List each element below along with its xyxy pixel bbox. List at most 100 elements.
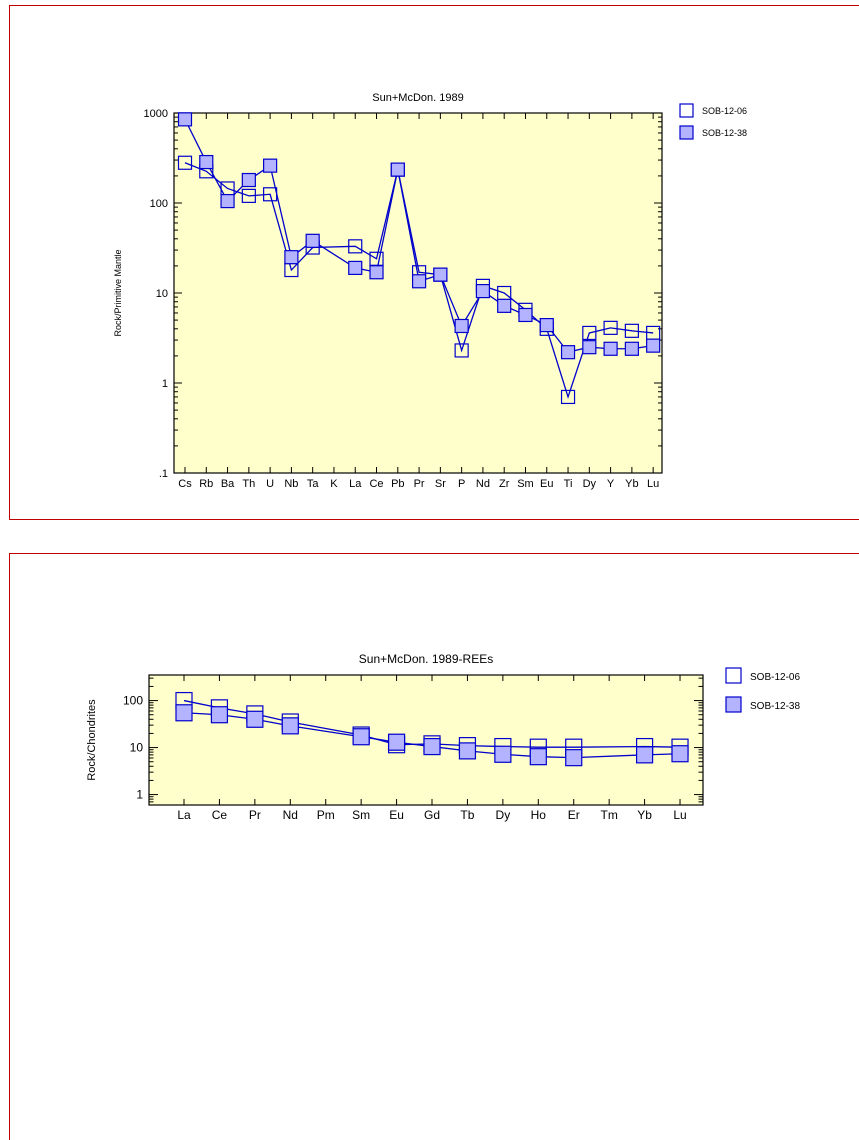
data-point-SOB-12-38-Eu — [539, 317, 554, 333]
x-tick-label: Rb — [199, 478, 213, 490]
y-tick-label: 100 — [123, 694, 143, 708]
x-tick-label: Pb — [391, 478, 404, 490]
data-point-SOB-12-38-Pb — [390, 162, 405, 177]
y-tick-label: 1 — [136, 788, 143, 802]
x-tick-label: P — [458, 478, 465, 490]
x-tick-label: Ti — [564, 478, 573, 490]
y-axis-label: Rock/Primitive Mantle — [113, 249, 123, 336]
data-point-SOB-12-38-Ti — [560, 345, 576, 360]
x-tick-label: Tm — [600, 808, 617, 822]
x-tick-label: Nb — [284, 478, 298, 490]
data-point-SOB-12-38-Ba — [220, 193, 235, 209]
series-line-SOB-12-38 — [184, 119, 654, 353]
data-point-SOB-12-06-Y — [603, 320, 618, 335]
x-tick-label: Nd — [476, 478, 490, 490]
data-point-SOB-12-38-Dy — [582, 340, 597, 355]
data-point-SOB-12-38-Er — [565, 749, 583, 767]
data-point-SOB-12-38-Nd — [281, 717, 299, 735]
data-point-SOB-12-38-La — [348, 260, 363, 276]
data-point-SOB-12-38-Ce — [210, 706, 229, 724]
data-point-SOB-12-38-Ho — [529, 748, 547, 766]
x-tick-label: Yb — [625, 478, 638, 490]
chart-panel-2 — [9, 553, 859, 1140]
data-point-SOB-12-06-Yb — [624, 323, 639, 338]
plot-area — [173, 112, 663, 474]
x-tick-label: Dy — [583, 478, 597, 490]
x-tick-label: Cs — [178, 478, 192, 490]
x-tick-label: Sm — [352, 808, 370, 822]
data-point-SOB-12-38-Gd — [423, 737, 441, 756]
x-tick-label: K — [330, 478, 338, 490]
x-tick-label: Pr — [249, 808, 261, 822]
legend-marker — [679, 125, 694, 140]
data-point-SOB-12-38-Eu — [387, 733, 406, 751]
data-point-SOB-12-38-Ce — [369, 265, 384, 280]
data-point-SOB-12-38-Cs — [177, 112, 193, 127]
x-tick-label: La — [349, 478, 362, 490]
x-tick-label: La — [177, 808, 191, 822]
x-tick-label: Tb — [460, 808, 474, 822]
x-tick-label: Eu — [389, 808, 404, 822]
y-axis-label: Rock/Chondrites — [86, 699, 98, 781]
data-point-SOB-12-38-Sm — [518, 307, 533, 323]
y-tick-label: 100 — [150, 198, 168, 210]
y-tick-label: 1 — [162, 378, 168, 390]
x-tick-label: Dy — [496, 808, 511, 822]
legend-marker — [679, 103, 694, 118]
x-tick-label: Ce — [369, 478, 383, 490]
data-point-SOB-12-38-P — [454, 318, 469, 334]
data-point-SOB-12-38-Lu — [671, 745, 689, 763]
data-point-SOB-12-38-Zr — [497, 298, 512, 313]
data-point-SOB-12-38-Nd — [475, 283, 491, 299]
y-tick-label: .1 — [159, 468, 168, 480]
data-point-SOB-12-38-Rb — [199, 154, 214, 170]
legend-label: SOB-12-38 — [750, 701, 800, 712]
data-point-SOB-12-06-Ti — [560, 389, 576, 405]
data-point-SOB-12-38-Tb — [458, 742, 477, 760]
x-tick-label: Nd — [283, 808, 298, 822]
x-tick-label: Pm — [317, 808, 335, 822]
data-point-SOB-12-38-Yb — [635, 746, 654, 764]
data-point-SOB-12-38-Ta — [305, 233, 320, 248]
x-tick-label: Pr — [414, 478, 425, 490]
data-point-SOB-12-06-La — [348, 239, 363, 254]
x-tick-label: Ba — [221, 478, 235, 490]
x-tick-label: Ce — [212, 808, 228, 822]
legend-marker — [725, 696, 742, 713]
chart-title: Sun+McDon. 1989 — [372, 92, 463, 104]
x-tick-label: Y — [607, 478, 615, 490]
data-point-SOB-12-38-Nb — [284, 250, 299, 265]
data-point-SOB-12-38-Lu — [646, 338, 661, 353]
data-point-SOB-12-38-Y — [603, 341, 618, 356]
data-point-SOB-12-38-Th — [241, 172, 256, 188]
x-tick-label: Ta — [307, 478, 320, 490]
x-tick-label: Zr — [499, 478, 510, 490]
legend-label: SOB-12-06 — [702, 106, 747, 116]
data-point-SOB-12-06-P — [454, 343, 469, 358]
data-point-SOB-12-06-Cs — [177, 155, 193, 170]
chart-panel-1 — [9, 5, 859, 520]
data-point-SOB-12-38-La — [175, 704, 193, 722]
x-tick-label: Lu — [673, 808, 686, 822]
x-tick-label: Gd — [424, 808, 440, 822]
legend-label: SOB-12-38 — [702, 128, 747, 138]
data-point-SOB-12-38-Sr — [433, 267, 448, 282]
data-point-SOB-12-38-Sm — [352, 728, 370, 746]
data-point-SOB-12-38-Pr — [411, 274, 427, 289]
legend-marker — [725, 667, 742, 684]
data-point-SOB-12-38-Yb — [624, 341, 639, 356]
y-tick-label: 10 — [130, 741, 144, 755]
data-point-SOB-12-38-Pr — [246, 710, 264, 728]
x-tick-label: Er — [568, 808, 580, 822]
data-point-SOB-12-06-U — [263, 187, 278, 202]
x-tick-label: Lu — [647, 478, 659, 490]
legend-label: SOB-12-06 — [750, 672, 800, 683]
y-tick-label: 1000 — [144, 108, 168, 120]
x-tick-label: U — [266, 478, 274, 490]
y-tick-label: 10 — [156, 288, 168, 300]
series-line-SOB-12-06 — [184, 162, 654, 400]
data-point-SOB-12-06-Th — [241, 188, 256, 203]
x-tick-label: Ho — [531, 808, 547, 822]
x-tick-label: Yb — [637, 808, 652, 822]
